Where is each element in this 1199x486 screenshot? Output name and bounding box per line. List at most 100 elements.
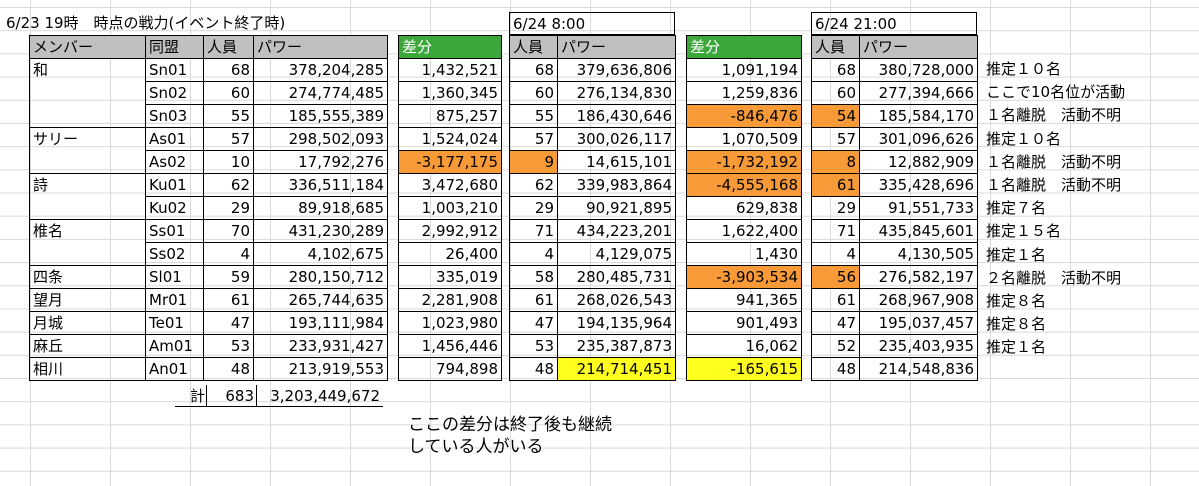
power-cell: 91,551,733 (859, 196, 978, 220)
member-name-cell: 麻丘 (29, 334, 146, 358)
alliance-cell: Am01 (145, 334, 204, 358)
diff-cell: -3,177,175 (398, 150, 502, 174)
member-name-cell (29, 104, 146, 128)
total-power: 3,203,449,672 (270, 387, 380, 405)
table-row: 1,023,980 (398, 311, 502, 335)
power-cell: 268,026,543 (557, 288, 676, 312)
date-label-2: 6/24 21:00 (811, 12, 977, 35)
alliance-cell: Te01 (145, 311, 204, 335)
table-row: 58 280,485,731 (509, 265, 676, 289)
members-count-cell: 10 (203, 150, 254, 174)
diff-cell: 1,070,509 (686, 127, 802, 151)
table-row: 875,257 (398, 104, 502, 128)
members-count-cell: 4 (203, 242, 254, 266)
table-row: サリー As01 57 298,502,093 (29, 127, 388, 151)
table-row: 1,524,024 (398, 127, 502, 151)
alliance-cell: As01 (145, 127, 204, 151)
power-cell: 274,774,485 (253, 81, 388, 105)
power-cell: 280,150,712 (253, 265, 388, 289)
power-cell: 335,428,696 (859, 173, 978, 197)
table-row: 1,430 (686, 242, 802, 266)
power-cell: 379,636,806 (557, 58, 676, 82)
power-cell: 193,111,984 (253, 311, 388, 335)
members-count-cell: 56 (811, 265, 860, 289)
members-count-cell: 60 (811, 81, 860, 105)
members-count-cell: 55 (509, 104, 558, 128)
header-members-count: 人員 (203, 35, 254, 59)
table-row: 和 Sn01 68 378,204,285 (29, 58, 388, 82)
members-count-cell: 60 (203, 81, 254, 105)
members-count-cell: 62 (203, 173, 254, 197)
table-row: 9 14,615,101 (509, 150, 676, 174)
diff-cell: 1,456,446 (398, 334, 502, 358)
footnote: ここの差分は終了後も継続 している人がいる (408, 414, 612, 458)
power-cell: 4,129,075 (557, 242, 676, 266)
diff-cell: 1,524,024 (398, 127, 502, 151)
table-row: 57 301,096,626 (811, 127, 978, 151)
power-cell: 90,921,895 (557, 196, 676, 220)
diff-cell: 1,430 (686, 242, 802, 266)
members-count-cell: 29 (203, 196, 254, 220)
members-count-cell: 58 (509, 265, 558, 289)
note-text: 推定７名 (986, 199, 1047, 218)
diff-cell: 1,023,980 (398, 311, 502, 335)
note-text: １名離脱 活動不明 (986, 106, 1122, 125)
diff-cell: -165,615 (686, 357, 802, 381)
power-cell: 276,134,830 (557, 81, 676, 105)
members-count-cell: 57 (509, 127, 558, 151)
alliance-cell: Sl01 (145, 265, 204, 289)
table-row: 62 339,983,864 (509, 173, 676, 197)
table-row: 901,493 (686, 311, 802, 335)
members-count-cell: 57 (811, 127, 860, 151)
table-row: 29 91,551,733 (811, 196, 978, 220)
table-row: 1,360,345 (398, 81, 502, 105)
power-cell: 194,135,964 (557, 311, 676, 335)
members-count-cell: 59 (203, 265, 254, 289)
power-cell: 336,511,184 (253, 173, 388, 197)
table-row: -3,903,534 (686, 265, 802, 289)
note-text: 推定１０名 (986, 129, 1062, 148)
table-row: 四条 Sl01 59 280,150,712 (29, 265, 388, 289)
members-count-cell: 4 (811, 242, 860, 266)
table-row: 335,019 (398, 265, 502, 289)
members-count-cell: 47 (811, 311, 860, 335)
member-name-cell (29, 81, 146, 105)
table-row: 57 300,026,117 (509, 127, 676, 151)
table-row: 1,091,194 (686, 58, 802, 82)
table-row: 1,432,521 (398, 58, 502, 82)
table-row: 29 90,921,895 (509, 196, 676, 220)
alliance-cell: An01 (145, 357, 204, 381)
power-cell: 4,102,675 (253, 242, 388, 266)
note-text: １名離脱 活動不明 (986, 152, 1122, 171)
table-row: Ku02 29 89,918,685 (29, 196, 388, 220)
note-text: １名離脱 活動不明 (986, 176, 1122, 194)
members-count-cell: 68 (509, 58, 558, 82)
power-cell: 14,615,101 (557, 150, 676, 174)
diff-cell: 794,898 (398, 357, 502, 381)
diff-cell: 875,257 (398, 104, 502, 128)
table-row: 47 195,037,457 (811, 311, 978, 335)
table-row: 4 4,130,505 (811, 242, 978, 266)
members-count-cell: 47 (509, 311, 558, 335)
power-cell: 214,714,451 (557, 357, 676, 381)
member-name-cell (29, 242, 146, 266)
table-row: 1,622,400 (686, 219, 802, 243)
member-name-cell: 四条 (29, 265, 146, 289)
power-cell: 300,026,117 (557, 127, 676, 151)
table-row: Sn02 60 274,774,485 (29, 81, 388, 105)
note-text: 推定８名 (986, 315, 1047, 334)
member-name-cell: 詩 (29, 173, 146, 197)
diff-cell: 1,360,345 (398, 81, 502, 105)
alliance-cell: Ss02 (145, 242, 204, 266)
diff-cell: 1,003,210 (398, 196, 502, 220)
diff-cell: 1,432,521 (398, 58, 502, 82)
diff-cell: 941,365 (686, 288, 802, 312)
power-cell: 280,485,731 (557, 265, 676, 289)
table-row: 26,400 (398, 242, 502, 266)
power-cell: 276,582,197 (859, 265, 978, 289)
note-text: 推定１５名 (986, 222, 1062, 241)
power-cell: 233,931,427 (253, 334, 388, 358)
table-row: 60 276,134,830 (509, 81, 676, 105)
table-row: 2,992,912 (398, 219, 502, 243)
power-cell: 435,845,601 (859, 219, 978, 243)
